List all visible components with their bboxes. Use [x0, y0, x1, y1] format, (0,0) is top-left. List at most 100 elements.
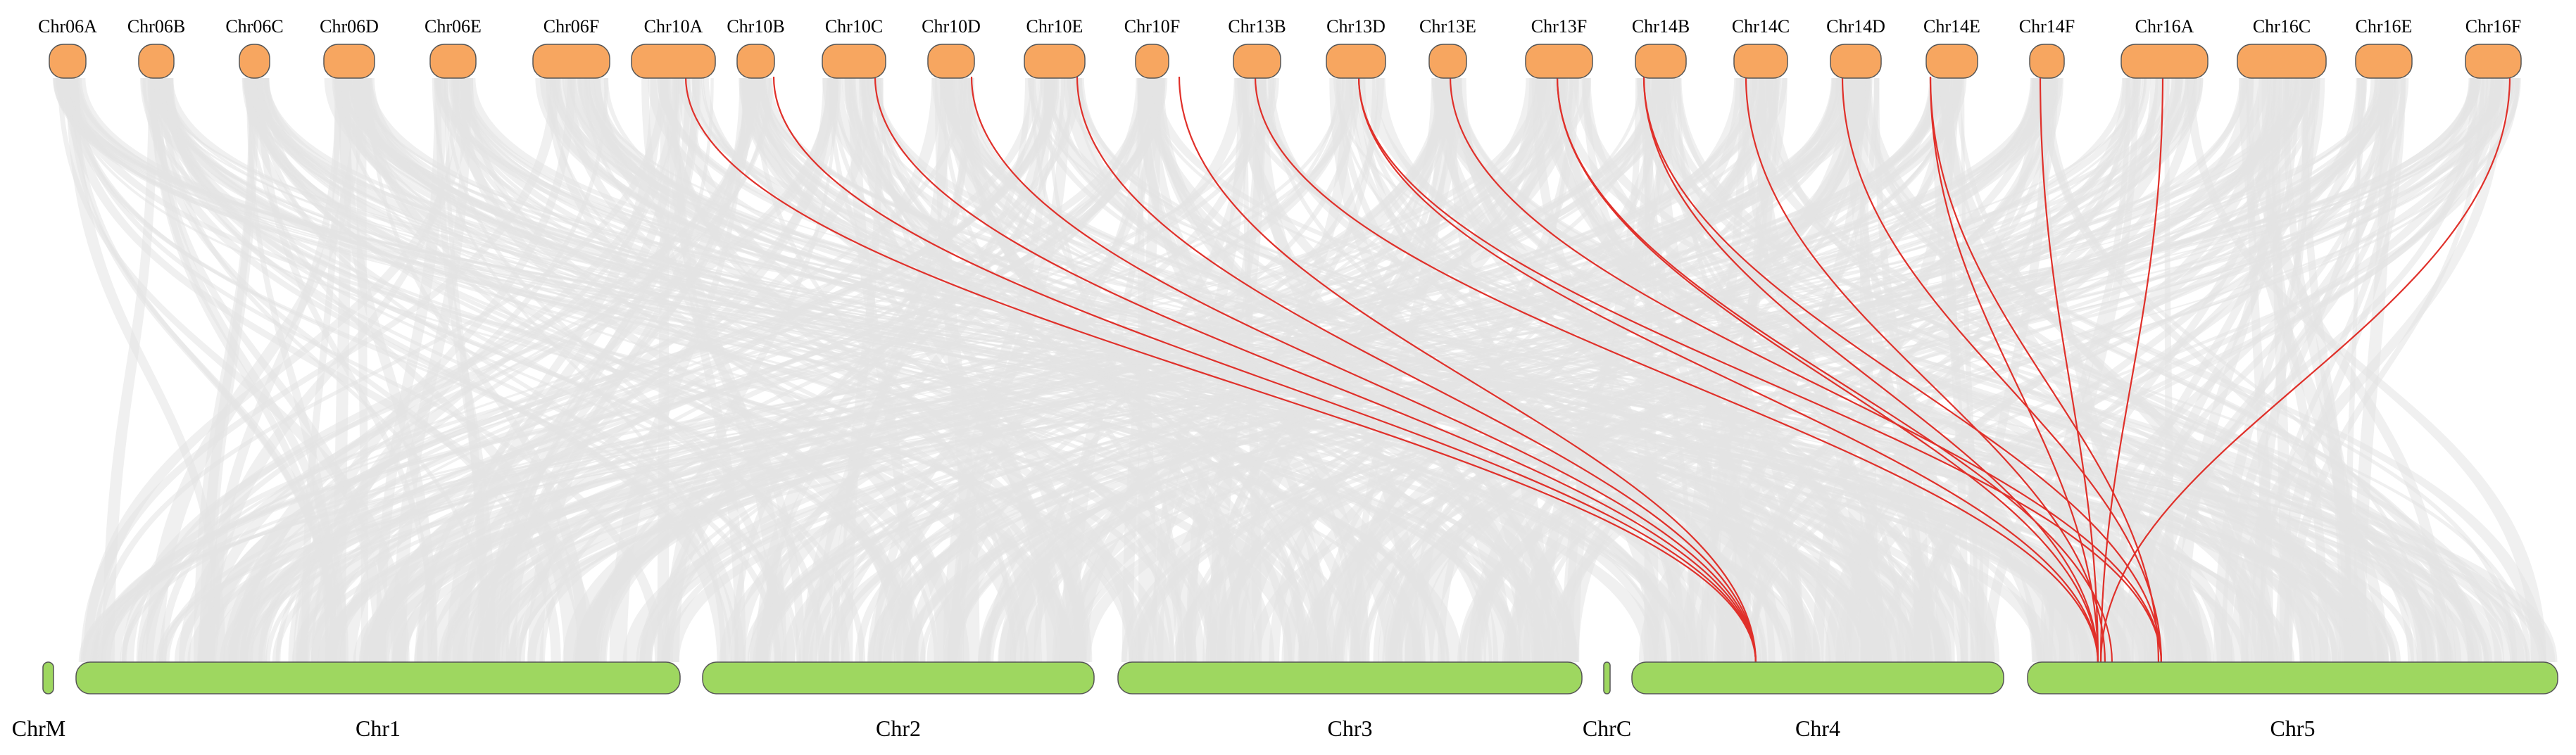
- synteny-link: [243, 78, 1362, 662]
- synteny-link: [483, 78, 943, 662]
- synteny-link: [1005, 78, 1780, 662]
- synteny-link: [1459, 78, 2520, 662]
- synteny-link: [1641, 78, 1726, 662]
- chromosome-label: Chr1: [356, 716, 401, 741]
- synteny-link: [257, 78, 745, 662]
- bottom-chromosome-chr3: Chr3: [1117, 661, 1583, 741]
- synteny-link: [1138, 78, 1328, 662]
- synteny-link: [136, 78, 759, 662]
- top-chromosome-chr06a: Chr06A: [38, 16, 97, 79]
- synteny-link: [2301, 78, 2353, 662]
- chromosome-bar: [1733, 44, 1788, 79]
- synteny-link: [660, 78, 1086, 662]
- synteny-link: [2239, 78, 2369, 662]
- synteny-link: [549, 78, 2401, 662]
- chromosome-label: Chr10E: [1026, 16, 1083, 37]
- top-chromosome-chr14c: Chr14C: [1732, 16, 1790, 79]
- chromosome-bar: [1233, 44, 1281, 79]
- synteny-link: [939, 78, 2235, 662]
- synteny-link: [98, 78, 1557, 662]
- synteny-link: [83, 78, 474, 662]
- synteny-link: [657, 78, 2159, 662]
- synteny-link: [1241, 78, 1512, 662]
- chromosome-bar: [1024, 44, 1086, 79]
- chromosome-label: Chr06B: [127, 16, 185, 37]
- synteny-link: [1432, 78, 1884, 662]
- synteny-link: [91, 78, 669, 662]
- synteny-link: [1445, 78, 2354, 662]
- synteny-link: [1654, 78, 2316, 662]
- chromosome-label: Chr10C: [825, 16, 883, 37]
- chromosome-bar: [631, 44, 716, 79]
- synteny-link: [432, 78, 727, 662]
- synteny-link: [1073, 78, 1543, 662]
- synteny-link: [2039, 78, 2126, 662]
- synteny-link: [1730, 78, 2131, 662]
- synteny-link: [593, 78, 1275, 662]
- bottom-chromosome-row: ChrM Chr1 Chr2 Chr3 ChrC Chr4 Chr5: [12, 661, 2558, 741]
- top-chromosome-chr16a: Chr16A: [2121, 16, 2209, 79]
- chromosome-label: Chr3: [1328, 716, 1373, 741]
- highlight-link-chr10a-to-chr4: [684, 76, 1757, 664]
- synteny-link: [295, 78, 1279, 662]
- synteny-link: [92, 78, 1547, 662]
- highlight-link-chr13f-to-chr5: [1556, 76, 2113, 664]
- top-chromosome-chr14b: Chr14B: [1632, 16, 1690, 79]
- highlight-link-chr14e-to-chr5: [1929, 76, 2099, 664]
- top-chromosome-chr13b: Chr13B: [1228, 16, 1286, 79]
- synteny-link: [2186, 78, 2546, 662]
- chromosome-label: ChrC: [1583, 716, 1631, 741]
- synteny-link: [453, 78, 684, 662]
- synteny-link: [197, 78, 774, 662]
- chromosome-bar: [1428, 44, 1467, 79]
- chromosome-label: Chr16C: [2253, 16, 2311, 37]
- chromosome-label: Chr13D: [1326, 16, 1386, 37]
- chromosome-label: Chr2: [876, 716, 921, 741]
- synteny-link: [1531, 78, 1685, 662]
- top-chromosome-row: Chr06A Chr06B Chr06C Chr06D Chr06E Chr06F Chr1…: [38, 16, 2522, 79]
- synteny-link: [1137, 78, 2298, 662]
- synteny-link: [1740, 78, 2414, 662]
- chromosome-label: Chr14F: [2019, 16, 2075, 37]
- synteny-link: [663, 78, 1450, 662]
- chromosome-bar: [1135, 44, 1169, 79]
- chromosome-label: Chr06E: [425, 16, 482, 37]
- chromosome-label: Chr14B: [1632, 16, 1690, 37]
- chromosome-bar: [2121, 44, 2209, 79]
- synteny-link: [867, 78, 2269, 662]
- bottom-chromosome-chrc: ChrC: [1583, 661, 1631, 741]
- synteny-link: [876, 78, 1551, 662]
- synteny-link: [154, 78, 796, 662]
- synteny-link: [63, 78, 598, 662]
- synteny-link: [370, 78, 1166, 662]
- synteny-link: [263, 78, 970, 662]
- synteny-link: [950, 78, 1071, 662]
- synteny-link: [1358, 78, 2521, 662]
- synteny-link: [831, 78, 1743, 662]
- synteny-link: [1432, 78, 2353, 662]
- highlight-link-chr14d-to-chr5: [1841, 76, 2163, 664]
- synteny-link: [2261, 78, 2328, 662]
- synteny-link: [1745, 78, 2520, 662]
- chromosome-bar: [2027, 661, 2558, 694]
- top-chromosome-chr14f: Chr14F: [2019, 16, 2075, 79]
- synteny-link: [1329, 78, 1533, 662]
- synteny-link: [883, 78, 2190, 662]
- synteny-link: [223, 78, 967, 662]
- synteny-link: [288, 78, 756, 662]
- synteny-link: [2100, 78, 2399, 662]
- synteny-link: [1745, 78, 2377, 662]
- synteny-link: [446, 78, 663, 662]
- highlight-link-chr10d-to-chr4: [970, 76, 1757, 664]
- chromosome-bar: [2355, 44, 2413, 79]
- top-chromosome-chr10b: Chr10B: [727, 16, 785, 79]
- background-synteny-links: [52, 78, 2558, 662]
- synteny-link: [741, 78, 1578, 662]
- highlight-link-chr13d-to-chr5: [1357, 76, 2163, 664]
- chromosome-bar: [1603, 661, 1611, 694]
- top-chromosome-chr14d: Chr14D: [1826, 16, 1885, 79]
- synteny-link: [367, 78, 589, 662]
- top-chromosome-chr06f: Chr06F: [532, 16, 610, 79]
- synteny-link: [454, 78, 2094, 662]
- synteny-link: [141, 78, 1040, 662]
